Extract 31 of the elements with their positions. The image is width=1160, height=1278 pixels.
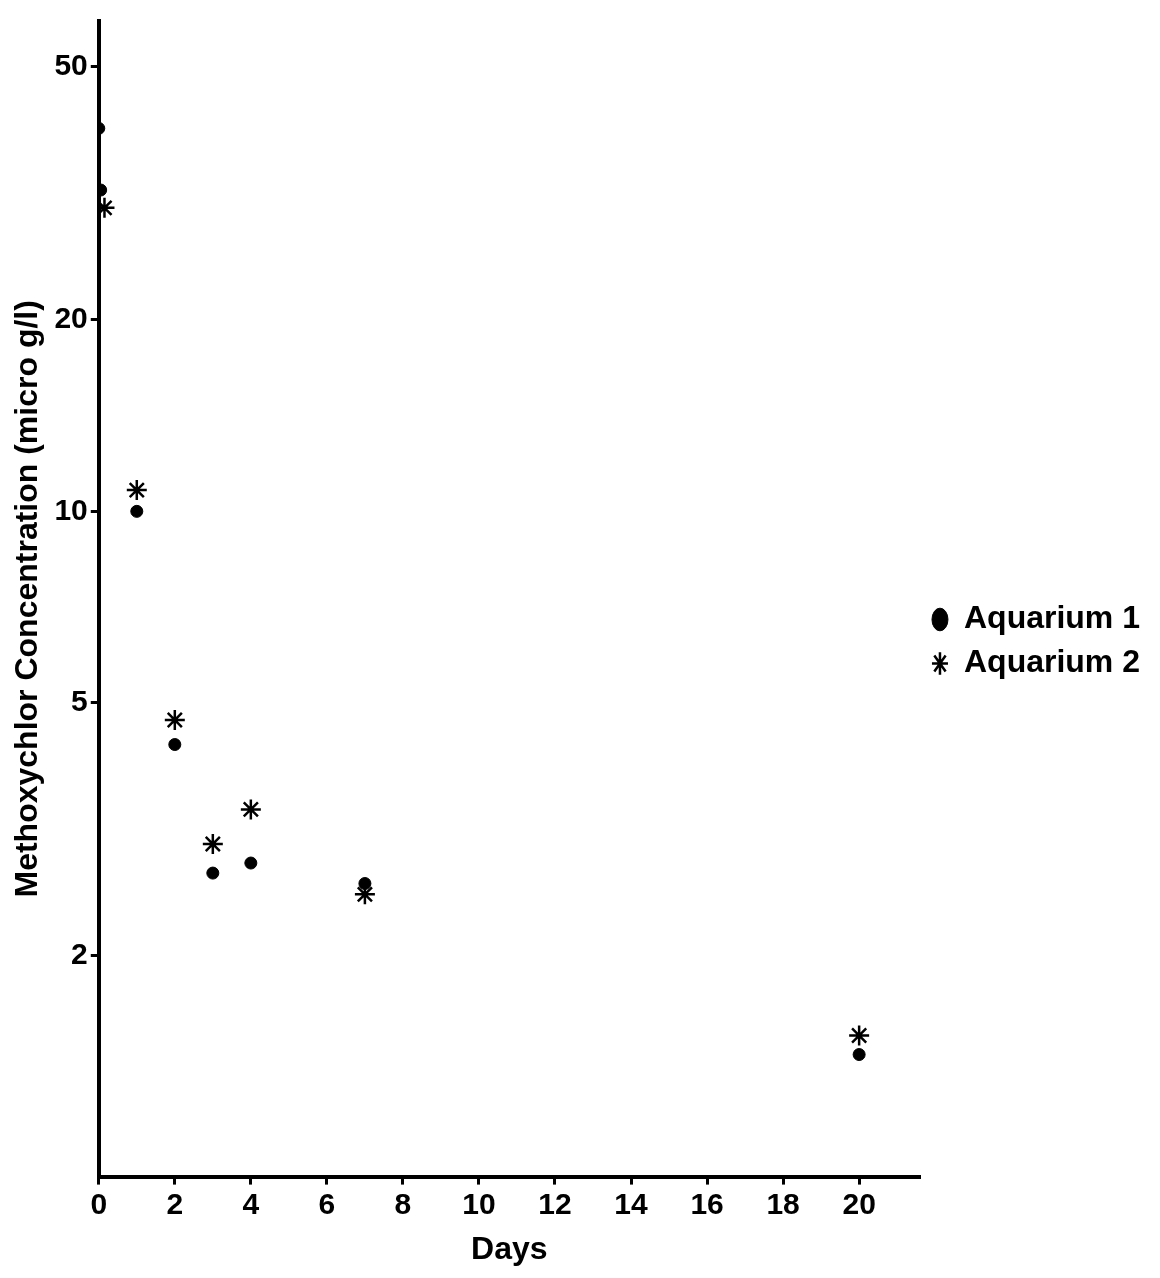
point — [130, 504, 144, 518]
y-tick-label: 2 — [71, 937, 88, 971]
x-tick-label: 4 — [242, 1186, 260, 1220]
x-axis-title: Days — [471, 1229, 548, 1266]
y-tick-label: 5 — [71, 684, 88, 718]
x-tick-label: 2 — [166, 1186, 184, 1220]
point — [206, 866, 220, 880]
legend-label: Aquarium 1 — [963, 599, 1140, 636]
point — [168, 738, 182, 752]
x-tick-label: 18 — [766, 1186, 800, 1220]
x-tick-label: 0 — [90, 1186, 108, 1220]
point — [201, 832, 225, 856]
point — [358, 877, 372, 891]
point — [239, 798, 263, 821]
y-tick-label: 50 — [54, 47, 88, 81]
point — [852, 1048, 866, 1062]
x-tick-label: 14 — [614, 1186, 649, 1220]
legend-label: Aquarium 2 — [963, 643, 1140, 680]
point — [244, 856, 258, 870]
y-axis-title: Methoxychlor Concentration (micro g/l) — [8, 300, 45, 898]
point — [125, 478, 149, 502]
x-tick-label: 10 — [462, 1186, 496, 1220]
x-tick-label: 20 — [842, 1186, 876, 1220]
x-tick-label: 16 — [690, 1186, 724, 1220]
point — [847, 1024, 871, 1047]
x-tick-label: 8 — [394, 1186, 412, 1220]
y-tick-label: 10 — [54, 492, 88, 526]
x-tick-label: 12 — [538, 1186, 572, 1220]
x-tick-label: 6 — [318, 1186, 336, 1220]
point — [163, 708, 187, 732]
y-tick-label: 20 — [54, 301, 88, 335]
